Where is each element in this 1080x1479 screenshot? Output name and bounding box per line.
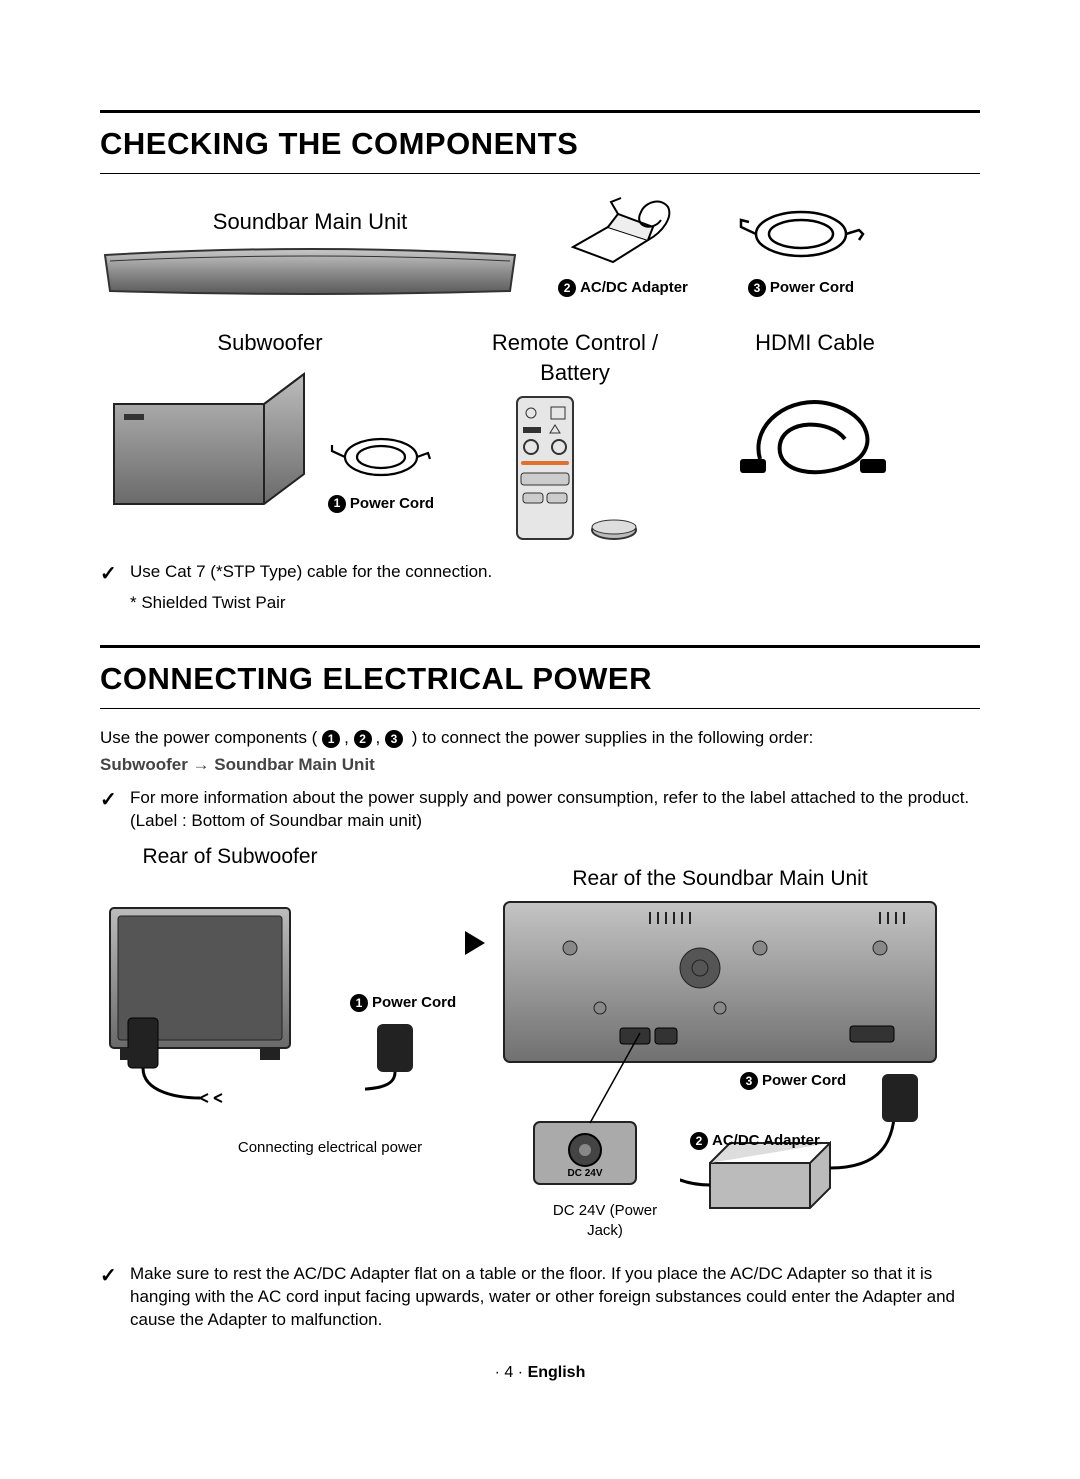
badge-3-icon: 3	[748, 279, 766, 297]
callout-adapter-text: AC/DC Adapter	[712, 1132, 820, 1149]
power-diagram: Rear of Subwoofer Rear of the Soundbar M…	[100, 843, 980, 1223]
note-powerinfo-text: For more information about the power sup…	[130, 787, 980, 833]
label-sub-powercord-text: Power Cord	[350, 495, 434, 512]
page-footer: · 4 · English	[100, 1362, 980, 1384]
label-rear-main: Rear of the Soundbar Main Unit	[520, 865, 920, 893]
illustration-battery	[589, 518, 639, 543]
note-cat7-text: Use Cat 7 (*STP Type) cable for the conn…	[130, 561, 492, 584]
components-row-2: Subwoofer 1Power Cord	[100, 328, 980, 543]
badge-1c-icon: 1	[350, 994, 368, 1012]
callout-powercord-1-text: Power Cord	[372, 994, 456, 1011]
label-adapter: 2AC/DC Adapter	[558, 278, 688, 298]
badge-1-icon: 1	[328, 495, 346, 513]
check-icon	[100, 561, 120, 588]
label-sub-powercord: 1Power Cord	[328, 494, 434, 514]
illustration-soundbar	[100, 243, 520, 298]
arrow-icon	[420, 923, 490, 963]
label-soundbar: Soundbar Main Unit	[213, 207, 407, 237]
badge-2-icon: 2	[558, 279, 576, 297]
illustration-powercord-top	[731, 192, 871, 272]
note-adapter-warning-text: Make sure to rest the AC/DC Adapter flat…	[130, 1263, 980, 1332]
illustration-sub-powercord	[326, 423, 436, 488]
illustration-plug-3	[870, 1068, 930, 1143]
badge-3b-icon: 3	[385, 730, 403, 748]
callout-connecting: Connecting electrical power	[230, 1138, 430, 1158]
footer-lang: English	[528, 1364, 586, 1381]
note-cat7: Use Cat 7 (*STP Type) cable for the conn…	[100, 561, 980, 588]
label-powercord-top: 3Power Cord	[748, 278, 854, 298]
callout-powercord-3: 3Power Cord	[740, 1071, 846, 1091]
section-title-power: CONNECTING ELECTRICAL POWER	[100, 645, 980, 709]
label-powercord-top-text: Power Cord	[770, 279, 854, 296]
label-remote: Remote Control / Battery	[460, 328, 690, 387]
power-intro-a: Use the power components (	[100, 728, 317, 747]
badge-2c-icon: 2	[690, 1132, 708, 1150]
badge-3c-icon: 3	[740, 1072, 758, 1090]
callout-powercord-3-text: Power Cord	[762, 1072, 846, 1089]
label-adapter-text: AC/DC Adapter	[580, 279, 688, 296]
label-rear-sub: Rear of Subwoofer	[130, 843, 330, 871]
footer-page: · 4 ·	[495, 1364, 523, 1381]
note-adapter-warning: Make sure to rest the AC/DC Adapter flat…	[100, 1263, 980, 1332]
illustration-hdmi	[720, 364, 910, 494]
callout-powercord-1: 1Power Cord	[350, 993, 456, 1013]
illustration-adapter	[553, 192, 693, 272]
check-icon-3	[100, 1263, 120, 1290]
jack-inline-text: DC 24V	[567, 1168, 602, 1179]
components-row-1: Soundbar Main Unit 2AC/DC Adapter	[100, 192, 980, 298]
power-intro-b: ) to connect the power supplies in the f…	[412, 728, 814, 747]
illustration-subwoofer	[104, 364, 314, 514]
check-icon-2	[100, 787, 120, 814]
power-order: Subwoofer → Soundbar Main Unit	[100, 754, 980, 777]
section-title-components: CHECKING THE COMPONENTS	[100, 110, 980, 174]
callout-adapter: 2AC/DC Adapter	[690, 1131, 820, 1151]
note-stp: * Shielded Twist Pair	[130, 592, 980, 615]
illustration-remote	[511, 393, 579, 543]
label-hdmi: HDMI Cable	[755, 328, 875, 358]
illustration-rear-subwoofer	[100, 898, 320, 1118]
callout-dc-jack: DC 24V (Power Jack)	[545, 1201, 665, 1242]
note-powerinfo: For more information about the power sup…	[100, 787, 980, 833]
badge-1b-icon: 1	[322, 730, 340, 748]
illustration-plug-1	[365, 1018, 425, 1093]
label-subwoofer: Subwoofer	[217, 328, 322, 358]
power-intro: Use the power components ( 1, 2, 3 ) to …	[100, 727, 980, 750]
illustration-rear-soundbar	[500, 898, 940, 1068]
badge-2b-icon: 2	[354, 730, 372, 748]
